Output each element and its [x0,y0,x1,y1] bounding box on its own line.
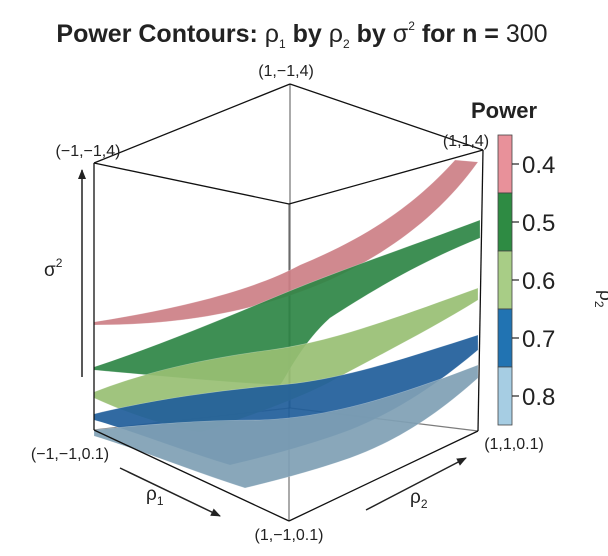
legend-tick-label: 0.8 [522,384,555,411]
box-edge-top-back-left [93,83,291,164]
corner-label-left-top: (−1,−1,4) [56,143,121,160]
legend-band-2 [497,192,513,252]
legend-title: Power [471,98,537,123]
legend-band-4 [497,308,513,368]
box-edge-top-front-right [288,149,484,205]
legend-tick-label: 0.7 [522,326,555,353]
legend-band-1 [497,134,513,194]
legend-tick-label: 0.6 [522,268,555,295]
rho2-axis-label: ρ2 [410,487,428,511]
cut-off-axis-label: ρ2 [592,290,608,308]
corner-label-right-top: (1,1,4) [443,133,489,150]
box-edge-right-vertical [477,149,484,432]
box-edge-bottom-front-left [93,429,290,522]
legend-band-3 [497,250,513,310]
legend-tick-label: 0.4 [522,152,555,179]
corner-label-left-bottom: (−1,−1,0.1) [31,446,109,463]
box-edge-top-front-left [93,162,290,205]
corner-label-right-bottom: (1,1,0.1) [484,436,544,453]
rho1-axis-label: ρ1 [146,484,164,508]
chart-title: Power Contours: ρ1 by ρ2 by σ2 for n = 3… [56,19,547,51]
box-front-edges [93,83,484,522]
corner-label-back-top: (1,−1,4) [258,63,314,80]
box-edge-bottom-front-right [288,430,479,522]
corner-label-front-bottom: (1,−1,0.1) [255,527,324,544]
power-legend: Power 0.4 0.5 0.6 0.7 0.8 [471,98,555,426]
box-edge-top-back-right [289,83,484,151]
legend-tick-label: 0.5 [522,210,555,237]
surface-power-0-4 [93,159,479,326]
sigma-axis-label: σ2 [44,256,63,281]
surfaces [93,159,481,489]
rho2-axis-arrow [365,457,467,511]
rho1-axis-arrow [119,467,221,517]
legend-band-5 [497,366,513,426]
surface-power-0-8 [93,364,479,489]
